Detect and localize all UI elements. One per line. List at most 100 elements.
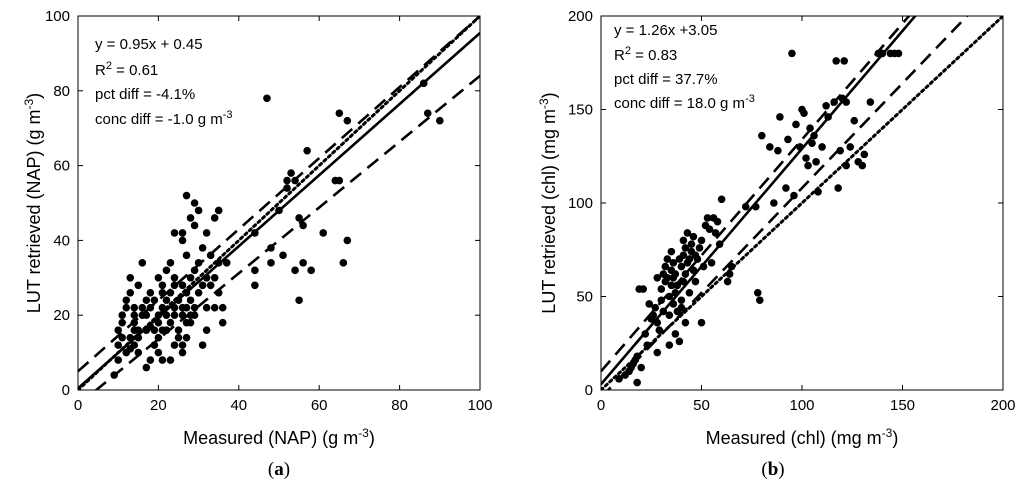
annotation-conc-diff-a: conc diff = -1.0 g m-3	[95, 109, 233, 128]
line-lower-bound-b	[606, 16, 969, 390]
data-point-b	[830, 98, 838, 106]
data-point-b	[663, 274, 672, 282]
data-point-b	[802, 154, 810, 162]
data-point-a	[158, 303, 167, 312]
data-point-b	[832, 57, 840, 65]
data-point-b	[824, 113, 832, 121]
data-point-a	[339, 259, 348, 267]
data-point-b	[699, 262, 708, 271]
data-point-a	[134, 281, 143, 290]
data-point-a	[170, 341, 179, 349]
data-point-a	[178, 348, 187, 357]
annotation-r2-b: R2 = 0.83	[614, 45, 677, 64]
data-point-a	[267, 259, 275, 267]
data-point-b	[665, 292, 674, 301]
data-point-b	[751, 202, 760, 211]
data-point-b	[860, 150, 869, 159]
data-point-b	[894, 49, 903, 58]
data-point-a	[343, 116, 352, 125]
data-point-a	[206, 251, 215, 260]
data-point-a	[419, 79, 428, 88]
y-axis-label-a: LUT retrieved (NAP) (g m-3)	[22, 93, 44, 313]
data-point-a	[150, 326, 159, 334]
data-point-a	[202, 326, 211, 334]
x-tick-label-b: 150	[890, 397, 915, 414]
data-point-a	[138, 259, 147, 267]
data-point-a	[214, 288, 223, 297]
data-point-b	[671, 270, 680, 278]
data-point-b	[667, 281, 676, 290]
data-point-a	[126, 333, 135, 342]
data-point-b	[633, 352, 641, 361]
data-point-b	[715, 240, 724, 248]
data-point-b	[615, 374, 623, 383]
x-axis-label-b: Measured (chl) (mg m-3)	[706, 426, 899, 448]
data-point-b	[846, 143, 855, 151]
data-point-a	[142, 363, 151, 372]
panel-label-b: (b)	[761, 459, 784, 480]
x-tick-label-b: 0	[597, 397, 605, 414]
data-point-b	[804, 161, 812, 170]
data-point-a	[186, 318, 195, 327]
data-point-b	[673, 281, 682, 290]
data-point-b	[681, 244, 690, 252]
data-point-b	[649, 311, 658, 320]
y-tick-label-b: 0	[585, 382, 593, 399]
data-point-b	[677, 296, 686, 305]
data-point-b	[679, 236, 688, 245]
data-point-b	[717, 195, 726, 204]
data-point-a	[218, 318, 227, 327]
axis-ticks-a: 0 20 40 60 80 100 0 20 40 60 80 100	[45, 8, 493, 414]
y-tick-label-a: 100	[45, 8, 70, 25]
data-point-a	[114, 326, 122, 334]
data-point-b	[669, 300, 678, 308]
annotation-pct-diff-a: pct diff = -4.1%	[95, 86, 195, 103]
chart-panel-b: 0 50 100 150 200 0 50 100 150 200 y = 1.26x +3.05…	[537, 8, 1016, 480]
data-point-a	[299, 221, 307, 230]
data-point-a	[162, 266, 171, 275]
annotation-box-a: y = 0.95x + 0.45 R2 = 0.61 pct diff = -4…	[95, 36, 233, 128]
x-tick-label-a: 40	[230, 397, 247, 414]
x-tick-label-a: 20	[150, 397, 167, 414]
annotation-conc-diff-b: conc diff = 18.0 g m-3	[614, 93, 755, 112]
data-point-b	[689, 266, 698, 275]
data-point-a	[190, 303, 199, 312]
data-point-b	[755, 296, 764, 305]
data-point-a	[110, 371, 118, 379]
data-point-a	[267, 244, 275, 252]
data-point-b	[810, 131, 818, 140]
data-point-a	[114, 341, 122, 349]
data-point-b	[685, 255, 694, 263]
data-point-a	[210, 274, 219, 282]
data-point-b	[689, 232, 698, 241]
data-point-a	[170, 311, 179, 320]
data-point-a	[291, 266, 299, 275]
data-point-b	[836, 146, 844, 155]
x-axis-label-a: Measured (NAP) (g m-3)	[183, 426, 375, 448]
data-point-a	[190, 311, 199, 320]
data-point-a	[291, 176, 299, 185]
data-point-b	[776, 113, 784, 121]
data-point-a	[178, 341, 187, 349]
chart-points-b	[615, 49, 903, 387]
data-point-b	[774, 146, 782, 155]
data-point-b	[725, 270, 734, 278]
data-point-a	[178, 311, 187, 320]
data-point-b	[858, 161, 867, 170]
data-point-a	[170, 303, 179, 312]
data-point-a	[170, 229, 179, 237]
data-point-a	[130, 303, 139, 312]
x-tick-label-a: 100	[467, 397, 492, 414]
x-tick-label-b: 200	[990, 397, 1015, 414]
data-point-b	[643, 341, 652, 349]
data-point-b	[806, 124, 814, 132]
data-point-a	[186, 214, 195, 222]
data-point-b	[683, 229, 692, 237]
data-point-a	[146, 288, 155, 297]
data-point-b	[808, 139, 816, 147]
data-point-a	[134, 326, 143, 334]
data-point-a	[130, 311, 139, 320]
data-point-a	[134, 348, 143, 357]
data-point-b	[653, 348, 662, 357]
data-point-a	[174, 333, 183, 342]
